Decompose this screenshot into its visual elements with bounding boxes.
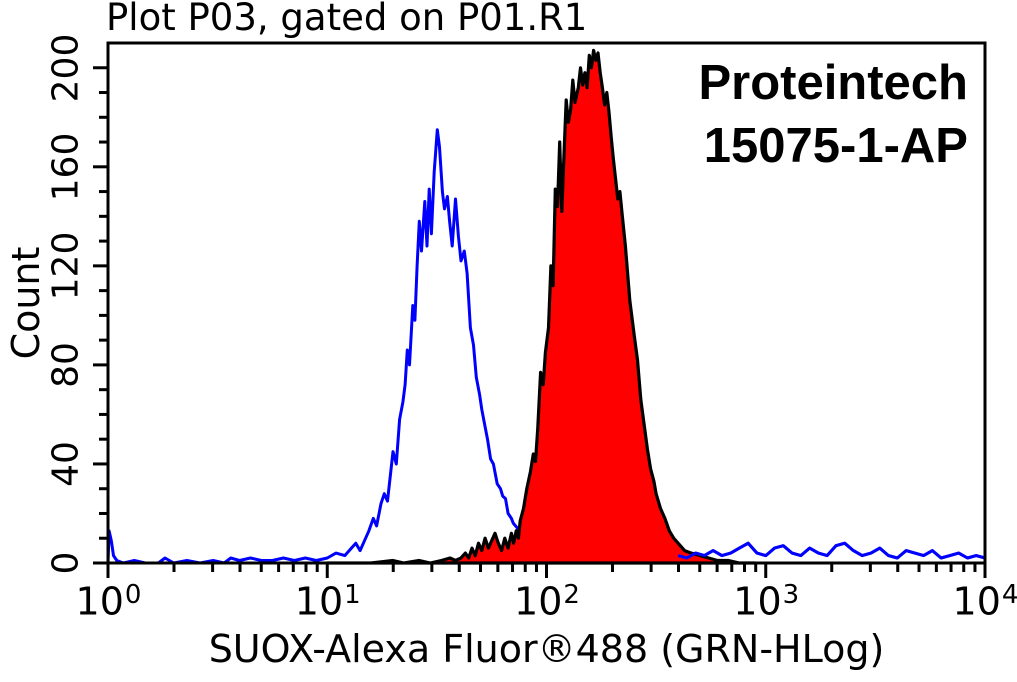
vendor-annotation-line2: 15075-1-AP [703,119,968,173]
vendor-annotation: Proteintech 15075-1-AP [698,52,968,178]
x-axis-label: SUOX-Alexa Fluor®488 (GRN-HLog) [208,627,885,671]
vendor-annotation-line1: Proteintech [698,56,968,110]
plot-title: Plot P03, gated on P01.R1 [106,0,588,39]
